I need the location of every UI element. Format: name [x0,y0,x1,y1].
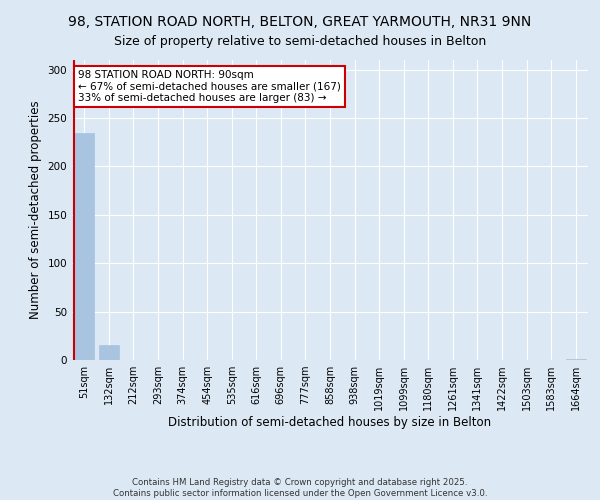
X-axis label: Distribution of semi-detached houses by size in Belton: Distribution of semi-detached houses by … [169,416,491,429]
Text: 98, STATION ROAD NORTH, BELTON, GREAT YARMOUTH, NR31 9NN: 98, STATION ROAD NORTH, BELTON, GREAT YA… [68,15,532,29]
Bar [74,132,94,360]
Text: Contains HM Land Registry data © Crown copyright and database right 2025.
Contai: Contains HM Land Registry data © Crown c… [113,478,487,498]
Text: Size of property relative to semi-detached houses in Belton: Size of property relative to semi-detach… [114,35,486,48]
Y-axis label: Number of semi-detached properties: Number of semi-detached properties [29,100,42,320]
Bar [99,346,119,360]
Bar [566,359,586,360]
Text: 98 STATION ROAD NORTH: 90sqm
← 67% of semi-detached houses are smaller (167)
33%: 98 STATION ROAD NORTH: 90sqm ← 67% of se… [78,70,341,103]
